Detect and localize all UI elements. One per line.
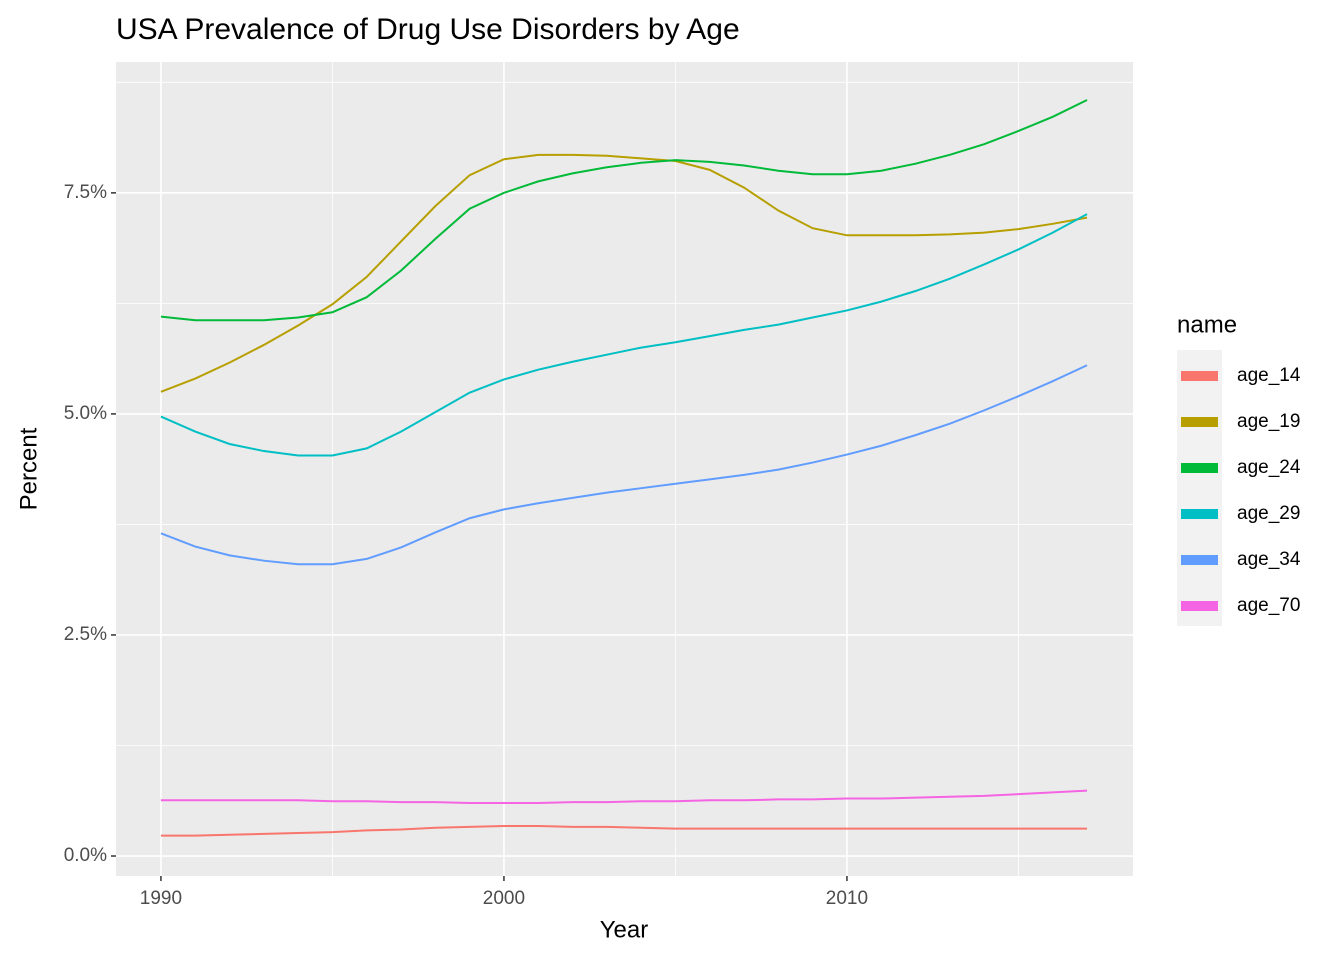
y-tick-label: 2.5%: [64, 624, 107, 645]
grid: [116, 62, 1133, 876]
chart-title: USA Prevalence of Drug Use Disorders by …: [116, 13, 740, 46]
x-tick-label: 2000: [483, 888, 525, 909]
legend-label: age_24: [1237, 457, 1301, 478]
x-axis-title: Year: [600, 916, 649, 943]
legend-swatch: [1181, 417, 1218, 427]
legend-label: age_34: [1237, 549, 1301, 570]
series-line: [160, 824, 1088, 837]
legend-swatch: [1181, 371, 1218, 381]
y-axis-title: Percent: [15, 427, 42, 510]
series-line: [160, 99, 1088, 322]
panel: [116, 62, 1133, 876]
legend-swatch: [1181, 601, 1218, 611]
legend-label: age_19: [1237, 411, 1300, 432]
legend-title: name: [1177, 311, 1237, 338]
legend-swatch: [1181, 509, 1218, 519]
legend-label: age_14: [1237, 365, 1301, 386]
legend-label: age_29: [1237, 503, 1300, 524]
legend-swatch: [1181, 555, 1218, 565]
series-line: [160, 213, 1088, 457]
y-tick-label: 5.0%: [64, 403, 107, 424]
x-tick-label: 1990: [140, 888, 182, 909]
lines: [160, 99, 1088, 837]
legend-swatch: [1181, 463, 1218, 473]
legend-label: age_70: [1237, 595, 1300, 616]
series-line: [160, 364, 1088, 566]
y-tick-label: 7.5%: [64, 182, 107, 203]
y-tick-label: 0.0%: [64, 845, 107, 866]
legend-key-bg: [1177, 350, 1222, 626]
x-tick-label: 2010: [826, 888, 868, 909]
series-line: [160, 789, 1088, 804]
